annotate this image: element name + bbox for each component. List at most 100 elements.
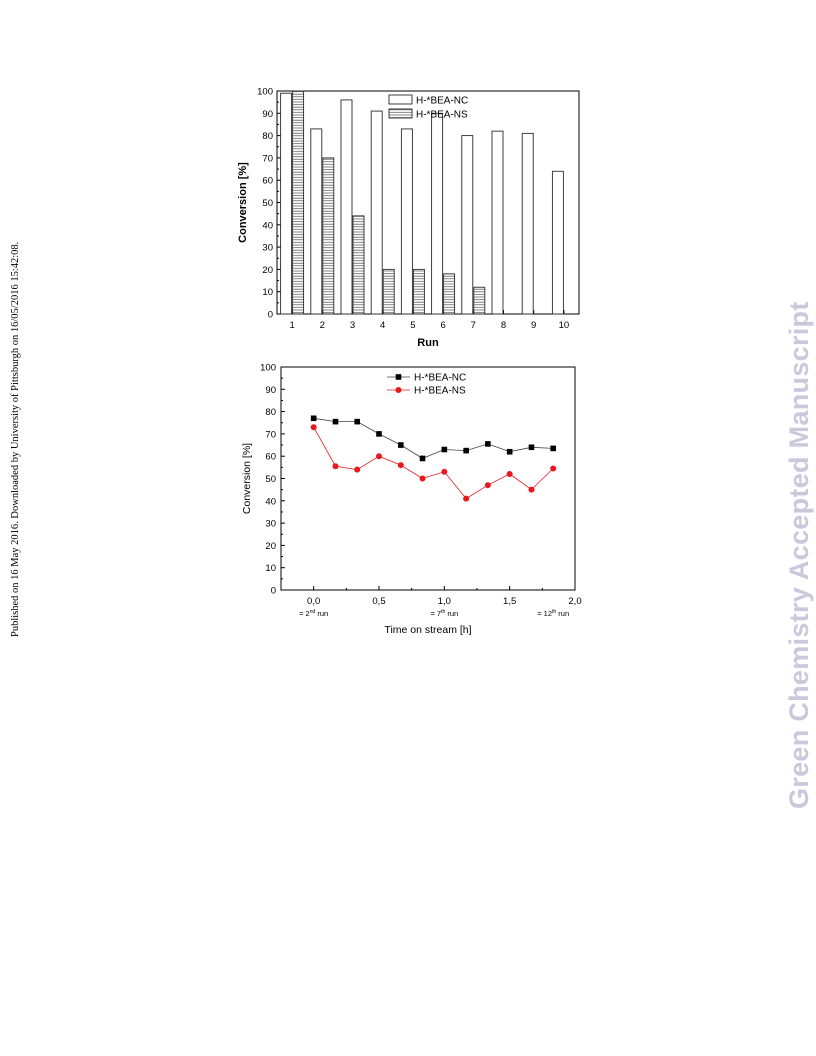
data-point-nc (441, 446, 448, 453)
y-tick-label: 60 (265, 452, 276, 463)
bar-nc (280, 92, 293, 315)
legend-swatch-nc (388, 94, 413, 105)
data-point-nc (485, 441, 491, 447)
run-annotation-sup: nd (310, 609, 316, 615)
data-point-nc (463, 447, 469, 454)
y-tick-label: 70 (265, 429, 276, 440)
data-point-nc (332, 418, 339, 425)
data-point-nc (419, 455, 426, 462)
y-axis-label: Conversion [%] (237, 162, 249, 243)
data-point-nc (528, 444, 535, 451)
legend-label-ns: H-*BEA-NS (416, 110, 468, 121)
data-point-ns (463, 495, 470, 502)
run-annotation-sup: th (441, 609, 445, 615)
x-tick-label: 8 (501, 320, 506, 331)
bar-ns (443, 273, 456, 315)
bar-nc (461, 135, 474, 315)
legend-label-nc: H-*BEA-NC (414, 373, 466, 384)
y-tick-label: 90 (265, 385, 276, 396)
bar-nc (340, 99, 353, 315)
y-tick-label: 10 (262, 287, 273, 298)
run-annotation-suffix: run (315, 609, 328, 618)
legend-label-ns: H-*BEA-NS (414, 386, 466, 397)
x-tick-label: 1,5 (503, 596, 516, 607)
run-annotation: = 7th run (430, 609, 458, 618)
data-point-nc (550, 445, 556, 452)
legend-swatch-ns (388, 108, 413, 119)
bar-nc (400, 128, 413, 315)
y-axis-label: Conversion [%] (241, 443, 253, 514)
data-point-ns (332, 463, 339, 470)
x-tick-label: 0,5 (372, 596, 385, 607)
x-tick-label: 1 (289, 320, 294, 331)
x-tick-label: 10 (559, 320, 570, 331)
bar-ns (322, 157, 335, 315)
bar-ns (382, 268, 395, 315)
data-point-nc (398, 442, 404, 448)
bar-chart-conversion-per-run: 0 10 20 30 40 50 60 70 80 90 100 1 2 3 4 5 6 7 8 9 10 Run Conv… (237, 87, 580, 349)
data-point-ns (506, 471, 513, 478)
y-tick-label: 10 (265, 563, 276, 574)
y-tick-label: 30 (265, 519, 276, 530)
bar-nc (310, 128, 323, 315)
x-axis-label: Run (417, 337, 439, 349)
y-tick-label: 100 (257, 87, 273, 98)
y-tick-label: 20 (265, 541, 276, 552)
data-point-nc (354, 418, 360, 425)
x-tick-label: 3 (350, 320, 355, 331)
y-tick-label: 100 (260, 363, 276, 374)
y-tick-label: 40 (265, 496, 276, 507)
data-point-ns (354, 466, 361, 473)
run-annotation-sup: th (552, 609, 556, 615)
data-point-nc (506, 448, 513, 455)
data-point-nc (376, 431, 382, 437)
run-annotation: = 2nd run (299, 609, 328, 618)
x-tick-label: 4 (380, 320, 385, 331)
line-chart-conversion-vs-time: 0 10 20 30 40 50 60 70 80 90 100 0,0 0,5 1,0 1,5 2,0 = 2… (241, 363, 582, 637)
bar-ns (473, 286, 486, 315)
run-annotation-prefix: = 7 (430, 609, 441, 618)
y-tick-label: 0 (268, 310, 273, 321)
x-tick-label: 7 (471, 320, 476, 331)
run-annotation-suffix: run (556, 609, 569, 618)
series-line-ns (313, 427, 554, 500)
data-point-ns (419, 475, 426, 482)
x-tick-label: 5 (410, 320, 415, 331)
y-tick-label: 80 (262, 131, 273, 142)
x-tick-label: 9 (531, 320, 536, 331)
y-tick-label: 40 (262, 220, 273, 231)
series-line-nc (313, 417, 554, 459)
bar-ns (352, 215, 365, 315)
plot-frame (276, 90, 580, 315)
bar-nc (370, 110, 383, 315)
bar-nc (491, 130, 504, 315)
legend-marker-ns (395, 387, 402, 393)
x-tick-label: 2 (320, 320, 325, 331)
y-tick-label: 60 (262, 176, 273, 187)
bar-nc (431, 112, 444, 315)
y-tick-label: 30 (262, 243, 273, 254)
data-point-ns (310, 424, 317, 431)
y-tick-label: 80 (265, 407, 276, 418)
run-annotation-prefix: = 12 (537, 609, 552, 618)
run-annotation-suffix: run (445, 609, 458, 618)
y-tick-label: 70 (262, 153, 273, 164)
plot-frame (280, 366, 576, 591)
data-point-ns (484, 482, 491, 489)
bar-ns (412, 268, 425, 315)
y-tick-label: 20 (262, 265, 273, 276)
y-tick-label: 50 (265, 474, 276, 485)
bar-ns (292, 90, 305, 315)
y-tick-label: 50 (262, 198, 273, 209)
data-point-ns (528, 486, 535, 493)
x-tick-label: 2,0 (568, 596, 581, 607)
data-point-ns (441, 468, 448, 475)
data-point-ns (550, 465, 557, 472)
bar-nc (551, 170, 564, 315)
x-tick-label: 0,0 (307, 596, 320, 607)
legend-marker-nc (395, 374, 402, 380)
run-annotation-prefix: = 2 (299, 609, 310, 618)
data-point-nc (310, 415, 317, 422)
y-tick-label: 90 (262, 109, 273, 120)
